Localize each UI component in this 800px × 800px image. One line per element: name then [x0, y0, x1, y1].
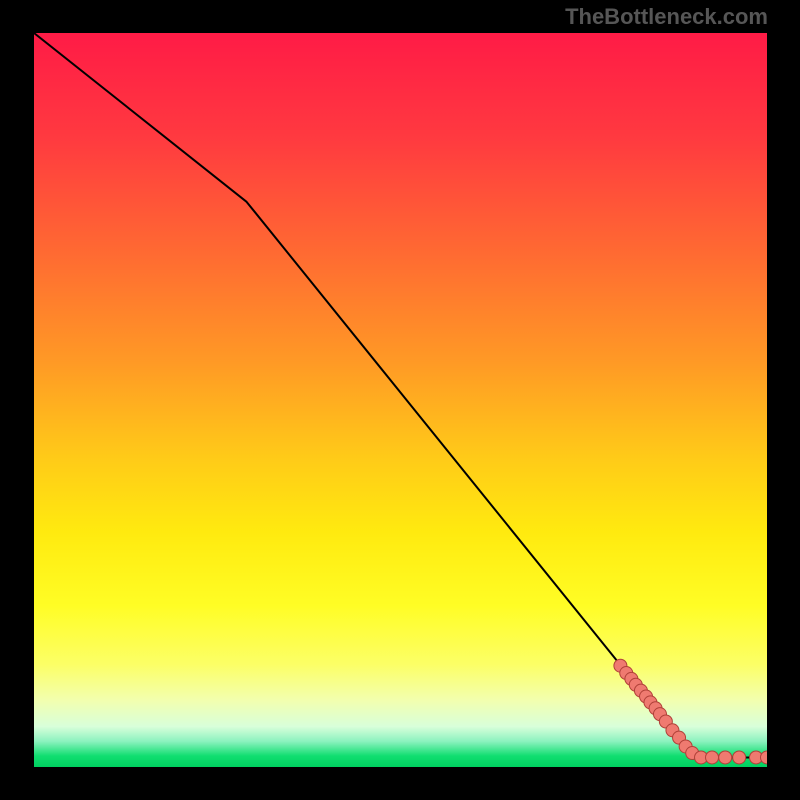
- chart-svg: [34, 33, 767, 767]
- data-point: [706, 751, 719, 764]
- watermark-text: TheBottleneck.com: [565, 4, 768, 30]
- gradient-background: [34, 33, 767, 767]
- data-point: [719, 751, 732, 764]
- data-point: [733, 751, 746, 764]
- chart-plot-area: [34, 33, 767, 767]
